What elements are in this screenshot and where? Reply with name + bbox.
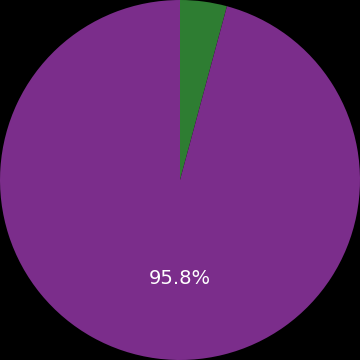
Text: 95.8%: 95.8%: [149, 270, 211, 288]
Wedge shape: [180, 0, 227, 180]
